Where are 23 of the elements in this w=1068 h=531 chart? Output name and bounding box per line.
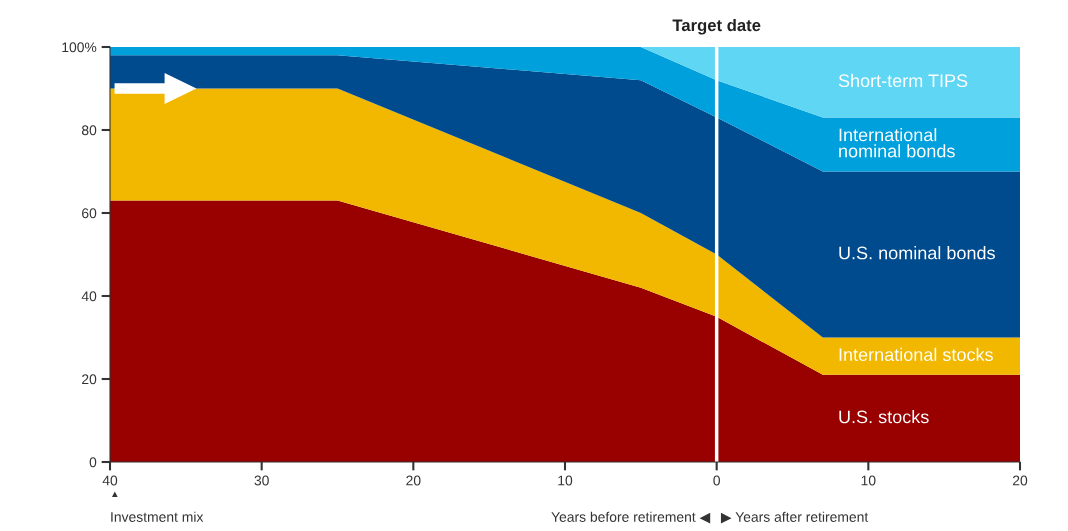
series-label: Short-term TIPS (838, 73, 968, 88)
y-tick-label: 20 (82, 374, 97, 385)
series-label: U.S. nominal bonds (839, 246, 995, 260)
x-tick-label: 20 (1012, 475, 1028, 486)
text: Investment mix (111, 511, 204, 522)
y-tick-label: 40 (81, 291, 97, 302)
y-tick-label: 100% (62, 42, 97, 53)
text: ▲ (111, 491, 118, 498)
y-tick-label: 60 (82, 208, 97, 219)
x-tick-label: 40 (102, 475, 118, 486)
series-label: International nominal bonds (839, 128, 955, 158)
y-tick-label: 0 (89, 457, 97, 468)
y-tick-label: 80 (81, 125, 97, 136)
x-tick-label: 30 (254, 475, 269, 486)
series-label: International stocks (839, 347, 993, 362)
series-label: U.S. stocks (839, 410, 929, 424)
text: ▶ Years after retirement (720, 511, 869, 524)
x-tick-label: 0 (713, 475, 720, 486)
x-tick-label: 10 (861, 475, 876, 486)
x-tick-label: 20 (406, 475, 421, 486)
text: Years before retirement ◀ (551, 511, 711, 524)
ref-line-label: Target date (672, 18, 761, 35)
x-tick-label: 10 (558, 475, 573, 486)
